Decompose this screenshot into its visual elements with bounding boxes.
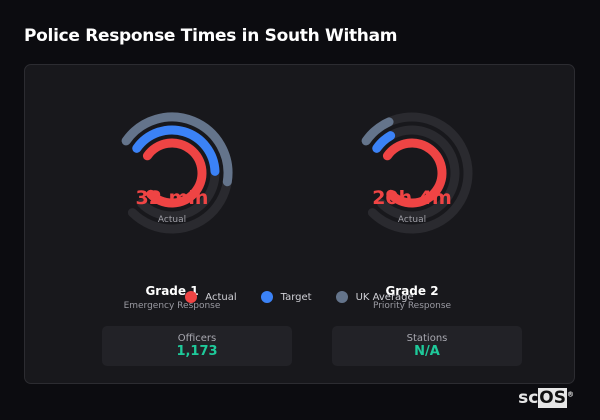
stat-value: 1,173 <box>176 344 218 359</box>
ring-target <box>132 125 220 176</box>
legend-label: UK Average <box>355 291 414 303</box>
ring-uk-average <box>121 112 233 187</box>
legend-item-target: Target <box>260 291 312 303</box>
gauge-description: Emergency Response <box>123 301 221 311</box>
stat-value: N/A <box>414 344 440 359</box>
stat-officers: Officers 1,173 <box>102 326 292 366</box>
ring-uk-average <box>361 117 394 146</box>
legend-item-actual: Actual <box>185 291 237 303</box>
logo-mark: ® <box>567 390 574 399</box>
stat-stations: Stations N/A <box>332 326 522 366</box>
page-title: Police Response Times in South Witham <box>24 26 398 46</box>
legend: Actual Target UK Average <box>25 291 574 303</box>
ring-track-target <box>372 125 460 221</box>
legend-dot-icon <box>260 291 273 303</box>
logo-text: OS <box>538 388 567 408</box>
gauge-grade-2: 20h 4m Actual Grade 2 Priority Response <box>332 105 492 311</box>
legend-label: Actual <box>205 291 237 303</box>
response-times-panel: 32 min Actual Grade 1 Emergency Response… <box>24 64 575 384</box>
gauge-rings <box>361 112 473 234</box>
ring-actual <box>142 138 207 208</box>
ring-actual <box>382 138 447 208</box>
gauge-value-label: Actual <box>157 215 187 225</box>
logo-text: sc <box>518 388 539 408</box>
ring-track-uk-average <box>361 112 473 234</box>
legend-dot-icon <box>185 291 198 303</box>
gauge-name: Grade 2 <box>385 284 439 298</box>
legend-item-uk-average: UK Average <box>335 291 414 303</box>
gauge-value: 32 min <box>135 187 209 209</box>
gauge-name: Grade 1 <box>145 284 199 298</box>
ring-target <box>372 131 396 153</box>
stat-label: Stations <box>406 333 448 344</box>
gauge-value-label: Actual <box>397 215 427 225</box>
gauge-rings <box>121 112 233 234</box>
scos-logo: scOS® <box>518 388 574 408</box>
gauge-grade-1: 32 min Actual Grade 1 Emergency Response <box>92 105 252 311</box>
legend-label: Target <box>280 291 312 303</box>
stat-label: Officers <box>177 333 217 344</box>
legend-dot-icon <box>335 291 348 303</box>
gauge-description: Priority Response <box>372 301 452 311</box>
gauge-value: 20h 4m <box>372 187 452 209</box>
